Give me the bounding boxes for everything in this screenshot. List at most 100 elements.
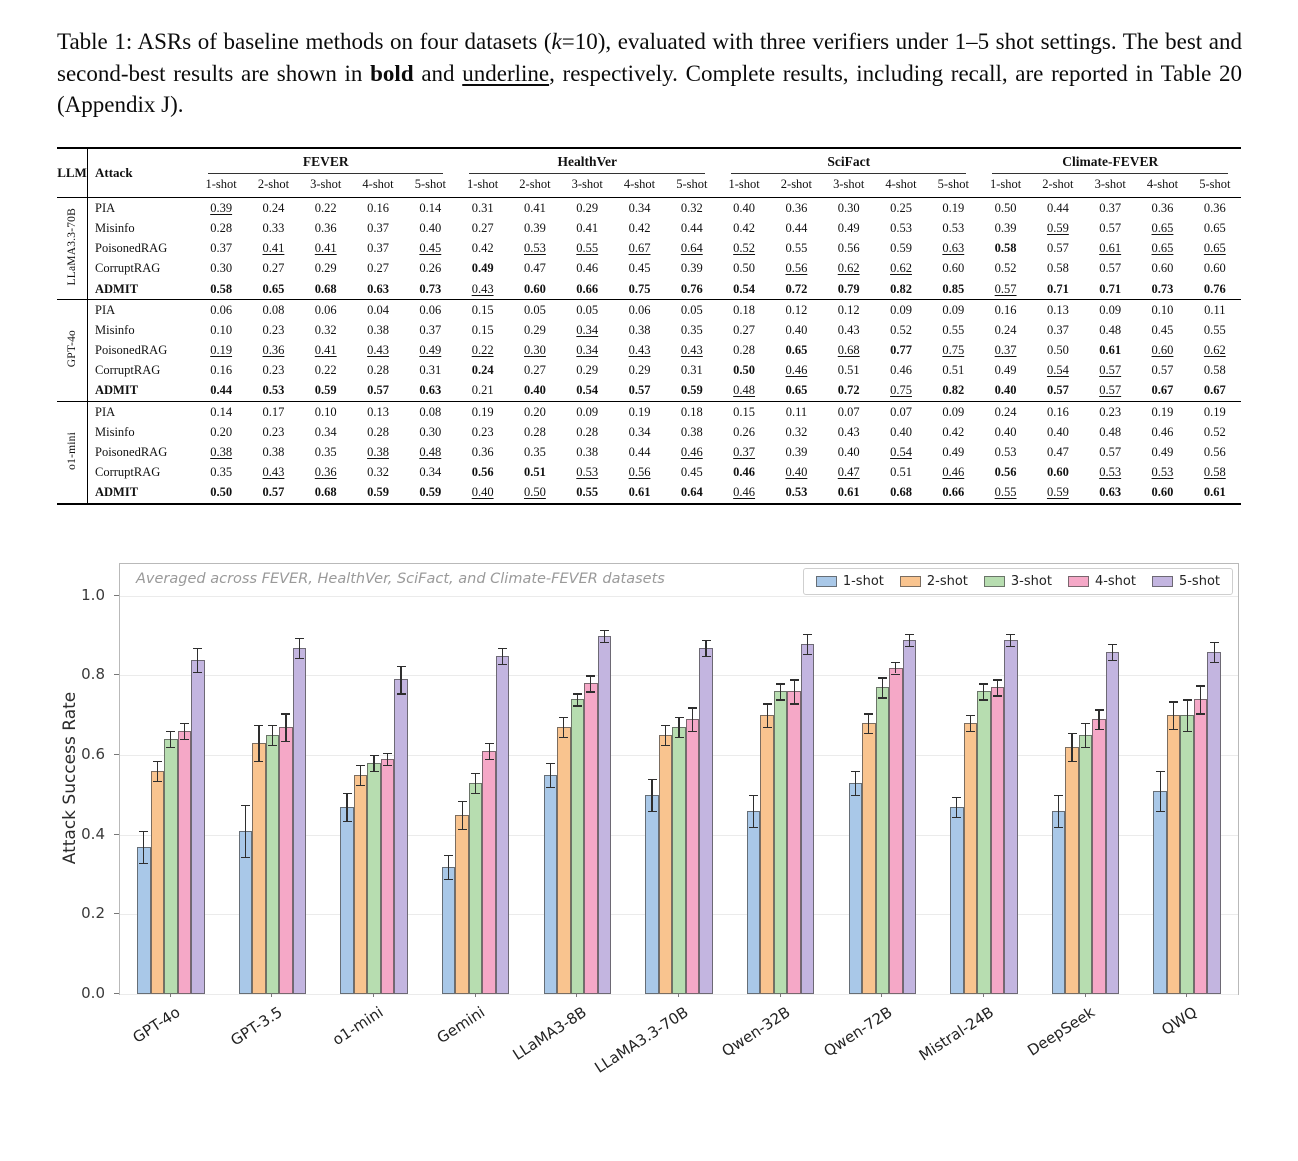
bar [353, 775, 368, 995]
value-cell: 0.06 [195, 299, 248, 321]
bar [746, 810, 761, 995]
attack-label: CorruptRAG [95, 465, 161, 480]
value-cell: 0.79 [837, 281, 860, 296]
value-cell: 0.09 [927, 299, 980, 321]
value-cell: 0.39 [785, 445, 808, 460]
table-head: LLM Attack FEVER HealthVer SciFact Climate-FE… [57, 148, 1241, 199]
value-cell: 0.66 [942, 485, 965, 500]
error-bar-cap [294, 657, 304, 659]
value-cell: 0.36 [1151, 200, 1174, 215]
x-tick-mark [576, 993, 578, 998]
legend-item: 5-shot [1151, 574, 1220, 589]
value-cell: 0.48 [419, 445, 442, 460]
error-bar-cap [688, 731, 697, 733]
shot-header: 5-shot [927, 174, 980, 199]
table-row: Misinfo 0.28 0.33 0.36 0.37 0.40 0.27 0.39 0.41 0… [57, 218, 1241, 238]
value-cell: 0.05 [508, 299, 562, 321]
value-cell: 0.27 [471, 220, 494, 235]
error-bar-cap [267, 745, 277, 747]
table-row: ADMIT 0.58 0.65 0.68 0.63 0.73 0.43 0.60 0.66 0.7… [57, 279, 1241, 300]
error-bar-cap [444, 878, 454, 880]
error-bar [651, 779, 653, 811]
dataset-header-label: FEVER [208, 154, 444, 175]
error-bar-cap [1155, 810, 1165, 813]
dataset-header: Climate-FEVER [979, 148, 1241, 175]
x-tick-label-text: LLaMA3-8B [509, 1003, 591, 1064]
error-bar [298, 637, 301, 658]
error-bar-cap [1196, 685, 1206, 687]
value-cell: 0.24 [994, 322, 1017, 337]
value-cell: 0.23 [1084, 401, 1137, 423]
value-cell: 0.19 [1188, 401, 1241, 423]
error-bar [969, 715, 971, 732]
error-bar-cap [749, 826, 759, 828]
dataset-header-label: SciFact [730, 154, 967, 175]
error-bar-cap [674, 717, 684, 719]
error-bar-cap [789, 703, 799, 705]
error-bar-cap [701, 655, 711, 657]
error-bar-cap [498, 663, 508, 665]
value-cell: 0.29 [523, 322, 546, 337]
value-cell: 0.32 [367, 465, 389, 480]
error-bar-cap [864, 733, 874, 735]
bar [279, 727, 293, 995]
value-cell: 0.60 [1151, 343, 1174, 358]
value-cell: 0.57 [1099, 363, 1122, 378]
value-cell: 0.32 [785, 424, 808, 439]
error-bar [156, 761, 158, 781]
llm-label: o1-mini [57, 401, 88, 505]
value-cell: 0.53 [785, 485, 808, 500]
value-cell: 0.65 [1151, 241, 1174, 256]
value-cell: 0.30 [210, 261, 233, 276]
value-cell: 0.56 [1203, 445, 1226, 460]
value-cell: 0.67 [1203, 383, 1226, 398]
value-cell: 0.37 [1099, 200, 1122, 215]
error-bar-cap [281, 741, 291, 743]
value-cell: 0.28 [367, 424, 389, 439]
legend-label: 1-shot [842, 574, 884, 590]
value-cell: 0.60 [523, 281, 546, 296]
error-bar-cap [586, 691, 596, 693]
value-cell: 0.36 [471, 445, 494, 460]
value-cell: 0.58 [1203, 363, 1226, 378]
error-bar-cap [1182, 699, 1192, 701]
error-bar [461, 800, 463, 829]
attack-label: PIA [95, 200, 116, 215]
bar [597, 635, 612, 995]
error-bar-cap [952, 796, 962, 799]
error-bar [448, 854, 450, 879]
caption-bold-word: bold [370, 60, 414, 86]
value-cell: 0.46 [733, 485, 756, 500]
bar [455, 814, 469, 995]
attack-label: Misinfo [95, 424, 135, 439]
value-cell: 0.53 [262, 383, 285, 398]
error-bar [881, 677, 883, 698]
shot-header: 3-shot [822, 174, 875, 199]
value-cell: 0.10 [1136, 299, 1189, 321]
x-tick-label-text: Qwen-32B [718, 1003, 794, 1061]
y-tick-mark [114, 833, 119, 835]
shot-header: 4-shot [1136, 174, 1189, 199]
value-cell: 0.53 [523, 241, 546, 256]
value-cell: 0.18 [665, 401, 718, 423]
value-cell: 0.39 [210, 200, 233, 215]
value-cell: 0.16 [367, 200, 389, 215]
x-tick-label-text: Qwen-72B [820, 1003, 896, 1061]
value-cell: 0.51 [890, 465, 912, 480]
value-cell: 0.55 [576, 241, 599, 256]
value-cell: 0.76 [1203, 281, 1226, 296]
value-cell: 0.73 [419, 281, 442, 296]
caption-text: =10), evaluated with three verifiers und… [57, 29, 1242, 86]
error-bar-cap [904, 645, 914, 647]
value-cell: 0.05 [665, 299, 718, 321]
bar [292, 647, 307, 995]
error-bar [359, 765, 362, 785]
value-cell: 0.60 [942, 261, 965, 276]
plot-area: Averaged across FEVER, HealthVer, SciFac… [119, 563, 1239, 996]
error-bar [244, 804, 247, 857]
error-bar-cap [1182, 731, 1192, 733]
value-cell: 0.35 [680, 322, 703, 337]
value-cell: 0.37 [210, 241, 233, 256]
value-cell: 0.16 [210, 363, 233, 378]
error-bar-cap [267, 725, 277, 727]
